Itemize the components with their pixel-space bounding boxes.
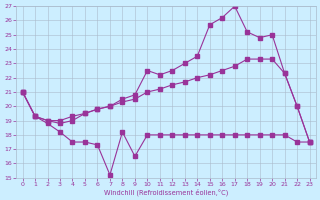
X-axis label: Windchill (Refroidissement éolien,°C): Windchill (Refroidissement éolien,°C)	[104, 188, 228, 196]
